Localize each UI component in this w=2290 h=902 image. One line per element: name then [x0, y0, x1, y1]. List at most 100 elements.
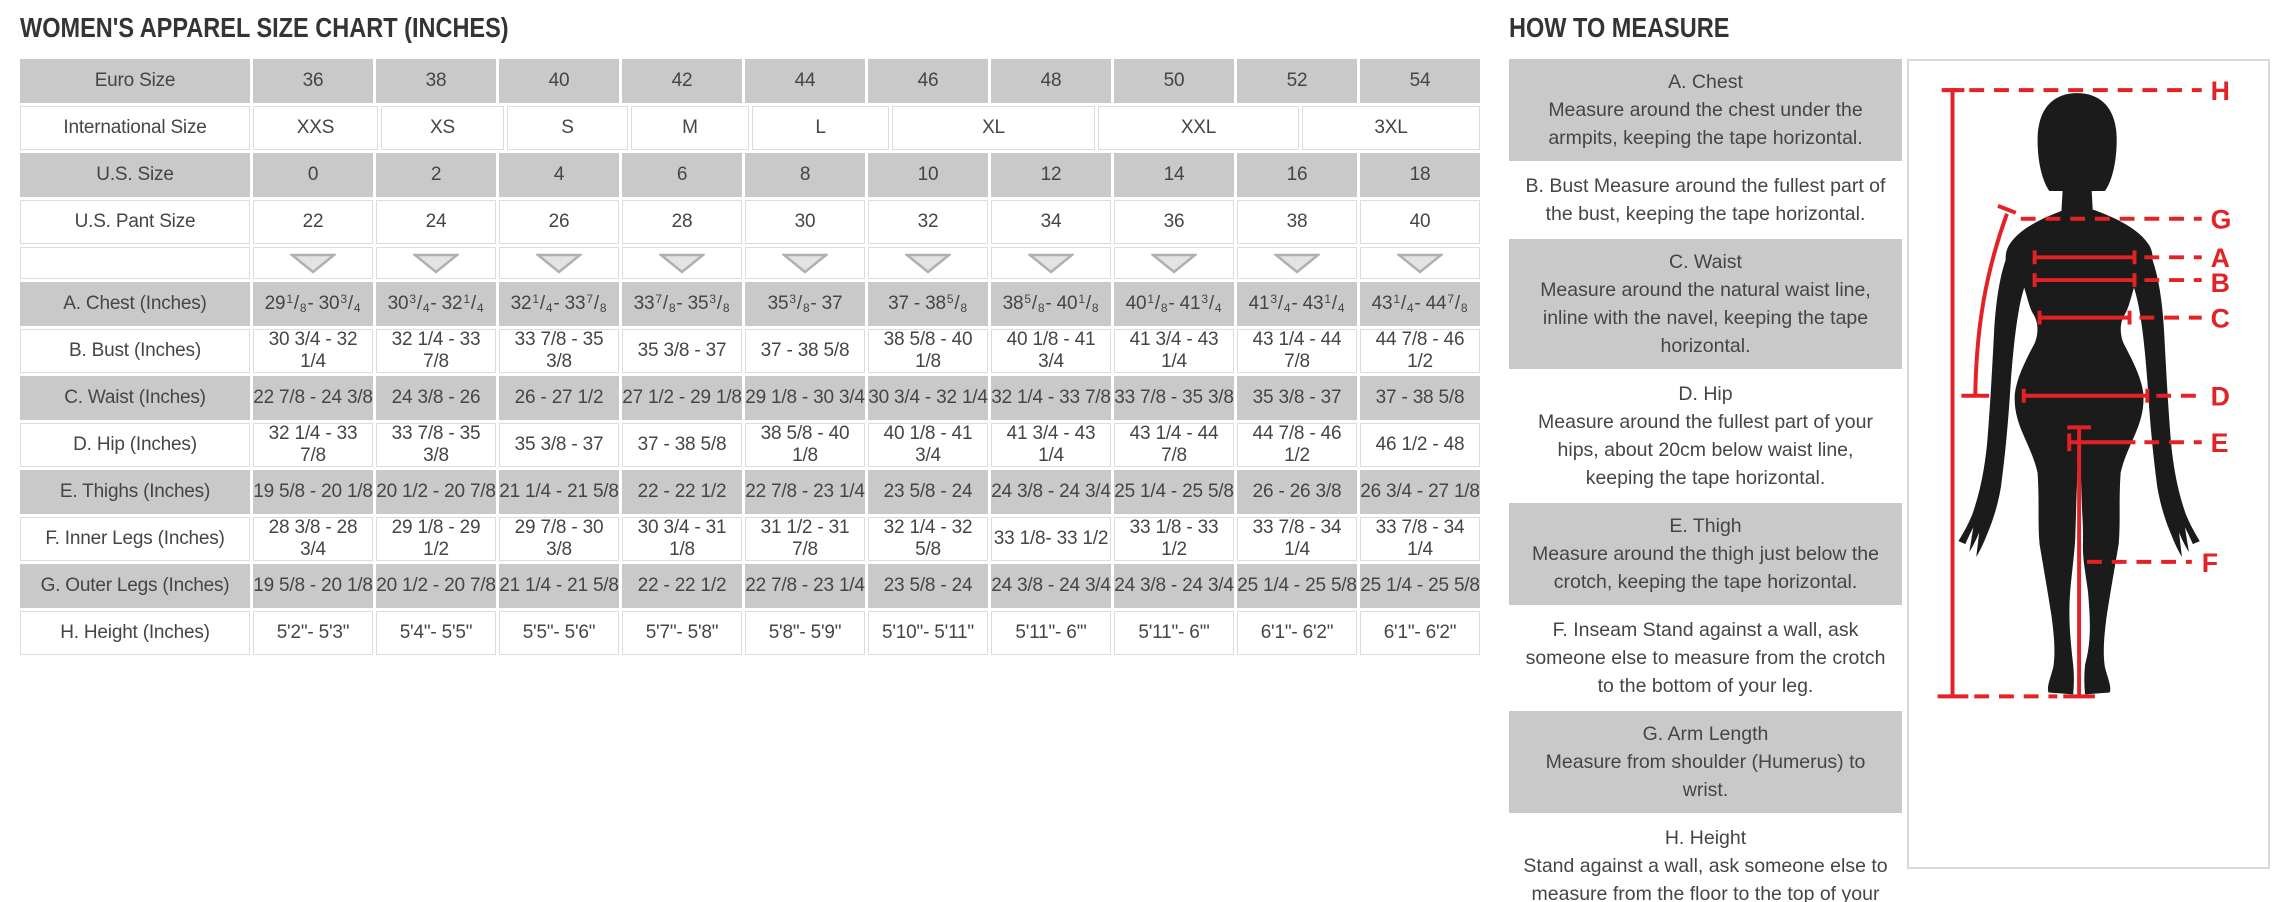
- size-dropdown-cell[interactable]: [253, 247, 373, 279]
- measurement-row: C. Waist (Inches) 22 7/8 - 24 3/8 24 3/8 -…: [20, 376, 1483, 420]
- label-c: C: [2211, 304, 2230, 334]
- measurement-cell: 22 - 22 1/2: [622, 470, 742, 514]
- measurement-cell: 5'8"- 5'9": [745, 611, 865, 655]
- measure-step-heading: F. Inseam: [1552, 619, 1638, 641]
- triangle-down-icon[interactable]: [905, 253, 951, 274]
- measurement-cell: 29 1/8 - 30 3/4: [253, 282, 373, 326]
- measure-step-text: Stand against a wall, ask someone else t…: [1523, 855, 1888, 902]
- measurement-cell: 24 3/8 - 26: [376, 376, 496, 420]
- measurement-row: H. Height (Inches) 5'2"- 5'3" 5'4"- 5'5" 5'…: [20, 611, 1483, 655]
- us-pant-size-row-cell: 32: [868, 200, 988, 244]
- measurement-cell: 30 3/4 - 32 1/4: [253, 329, 373, 373]
- triangle-down-icon[interactable]: [290, 253, 336, 274]
- measurement-row: G. Outer Legs (Inches) 19 5/8 - 20 1/8 20 …: [20, 564, 1483, 608]
- body-measurement-diagram: H G A B C D E F: [1937, 76, 2232, 699]
- measurement-cell: 35 3/8 - 37: [622, 329, 742, 373]
- measurement-lines: [1937, 88, 2202, 699]
- triangle-down-icon[interactable]: [782, 253, 828, 274]
- us-pant-size-row-cell: 36: [1114, 200, 1234, 244]
- triangle-down-icon[interactable]: [1151, 253, 1197, 274]
- triangle-down-icon[interactable]: [1028, 253, 1074, 274]
- us-size-row-cell: 0: [253, 153, 373, 197]
- size-dropdown-cell[interactable]: [1114, 247, 1234, 279]
- measurement-cell: 33 1/8- 33 1/2: [991, 517, 1111, 561]
- us-pant-size-row: U.S. Pant Size 22 24 26 28 30 32 34 36 38 40: [20, 200, 1483, 244]
- size-dropdown-cell[interactable]: [745, 247, 865, 279]
- measurement-cell: 24 3/8 - 24 3/4: [991, 564, 1111, 608]
- measurement-cell: 33 7/8 - 35 3/8: [622, 282, 742, 326]
- us-pant-size-row-cell: 30: [745, 200, 865, 244]
- measurement-cell: 33 7/8 - 35 3/8: [499, 329, 619, 373]
- measurement-cell: 32 1/4 - 32 5/8: [868, 517, 988, 561]
- us-pant-size-row-cell: 38: [1237, 200, 1357, 244]
- measurement-cell: 29 1/8 - 29 1/2: [376, 517, 496, 561]
- measurement-cell: 25 1/4 - 25 5/8: [1237, 564, 1357, 608]
- measurement-cell: 43 1/4 - 44 7/8: [1114, 423, 1234, 467]
- size-dropdown-cell[interactable]: [376, 247, 496, 279]
- measurement-cell: 46 1/2 - 48: [1360, 423, 1480, 467]
- measurement-cell: 33 7/8 - 35 3/8: [376, 423, 496, 467]
- international-size-row-cell: 3XL: [1302, 106, 1480, 150]
- size-dropdown-cell[interactable]: [1237, 247, 1357, 279]
- measurement-cell: 20 1/2 - 20 7/8: [376, 564, 496, 608]
- measure-step-b-bust: B. Bust Measure around the fullest part …: [1509, 163, 1902, 237]
- measure-step-h-height: H. Height Stand against a wall, ask some…: [1509, 815, 1902, 902]
- silhouette-neck: [2061, 178, 2093, 219]
- triangle-down-icon[interactable]: [1274, 253, 1320, 274]
- measurement-cell: 5'2"- 5'3": [253, 611, 373, 655]
- us-size-row-cell: 8: [745, 153, 865, 197]
- us-pant-size-row-cell: 34: [991, 200, 1111, 244]
- measure-step-heading: D. Hip: [1678, 383, 1733, 405]
- us-size-row-cell: 18: [1360, 153, 1480, 197]
- measurement-cell: 37 - 38 5/8: [745, 329, 865, 373]
- size-dropdown-cell[interactable]: [991, 247, 1111, 279]
- measurement-row-label: B. Bust (Inches): [20, 329, 250, 373]
- measure-step-text: Stand against a wall, ask someone else t…: [1525, 619, 1886, 697]
- arm-length-top-tick: [1997, 204, 2017, 215]
- size-dropdown-cell[interactable]: [1360, 247, 1480, 279]
- measurement-cell: 41 3/4 - 43 1/4: [1237, 282, 1357, 326]
- measurement-row-label: F. Inner Legs (Inches): [20, 517, 250, 561]
- international-size-row-cell: S: [507, 106, 628, 150]
- measurement-cell: 19 5/8 - 20 1/8: [253, 470, 373, 514]
- triangle-down-icon[interactable]: [659, 253, 705, 274]
- size-dropdown-cell[interactable]: [622, 247, 742, 279]
- measure-step-heading: E. Thigh: [1669, 515, 1742, 537]
- measurement-cell: 32 1/4 - 33 7/8: [376, 329, 496, 373]
- measurement-cell: 22 - 22 1/2: [622, 564, 742, 608]
- measurement-cell: 6'1"- 6'2": [1237, 611, 1357, 655]
- measurement-cell: 40 1/8 - 41 3/4: [1114, 282, 1234, 326]
- triangle-down-icon[interactable]: [1397, 253, 1443, 274]
- measure-step-heading: A. Chest: [1668, 71, 1743, 93]
- diagram-letter-labels: H G A B C D E F: [2202, 76, 2232, 578]
- label-f: F: [2202, 548, 2218, 578]
- measurement-row-label: D. Hip (Inches): [20, 423, 250, 467]
- measurement-cell: 27 1/2 - 29 1/8: [622, 376, 742, 420]
- measurement-cell: 37 - 38 5/8: [868, 282, 988, 326]
- measurement-row: E. Thighs (Inches) 19 5/8 - 20 1/8 20 1/2 …: [20, 470, 1483, 514]
- measurement-cell: 6'1"- 6'2": [1360, 611, 1480, 655]
- measure-step-f-inseam: F. Inseam Stand against a wall, ask some…: [1509, 607, 1902, 709]
- dropdown-row-spacer: [20, 247, 250, 279]
- measurement-cell: 30 3/4 - 32 1/4: [376, 282, 496, 326]
- international-size-row-cell: XXS: [253, 106, 378, 150]
- measurement-cell: 40 1/8 - 41 3/4: [991, 329, 1111, 373]
- size-dropdown-cell[interactable]: [868, 247, 988, 279]
- measurement-cell: 30 3/4 - 31 1/8: [622, 517, 742, 561]
- measure-step-heading: G. Arm Length: [1642, 723, 1769, 745]
- measurement-cell: 5'10"- 5'11": [868, 611, 988, 655]
- measurement-cell: 35 3/8 - 37: [1237, 376, 1357, 420]
- size-chart-table: Euro Size 36 38 40 42 44 46 48 50 52 54 Internation…: [20, 59, 1483, 655]
- measurement-cell: 43 1/4 - 44 7/8: [1360, 282, 1480, 326]
- us-pant-size-row-cell: 26: [499, 200, 619, 244]
- triangle-down-icon[interactable]: [536, 253, 582, 274]
- us-pant-size-row-cell: 40: [1360, 200, 1480, 244]
- measurement-cell: 29 1/8 - 30 3/4: [745, 376, 865, 420]
- size-dropdown-cell[interactable]: [499, 247, 619, 279]
- us-size-row-cell: 14: [1114, 153, 1234, 197]
- triangle-down-icon[interactable]: [413, 253, 459, 274]
- international-size-row-cell: XXL: [1098, 106, 1299, 150]
- measurement-cell: 22 7/8 - 23 1/4: [745, 564, 865, 608]
- measurement-cell: 41 3/4 - 43 1/4: [1114, 329, 1234, 373]
- us-size-row-cell: 16: [1237, 153, 1357, 197]
